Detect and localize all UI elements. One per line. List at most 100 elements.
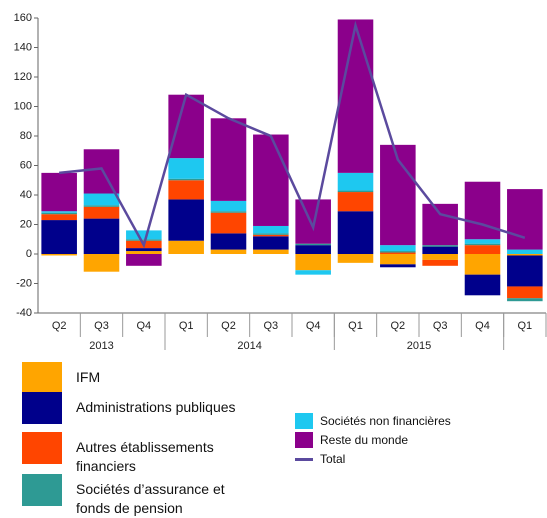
x-tick-label: Q1 — [179, 320, 194, 332]
bar-segment — [41, 214, 77, 221]
bar-segment — [41, 220, 77, 254]
bar-segment — [380, 254, 416, 265]
bar-segment — [295, 245, 331, 254]
bar-segment — [41, 211, 77, 213]
bar-segment — [507, 254, 543, 256]
bar-segment — [380, 245, 416, 252]
bar-segment — [295, 243, 331, 246]
legend-label: Total — [320, 452, 346, 466]
bar-segment — [337, 19, 374, 173]
legend-label: Administrations publiques — [76, 399, 236, 415]
bar-segment — [507, 255, 543, 287]
x-group-label: 2013 — [89, 340, 113, 350]
bar-segment — [83, 218, 120, 254]
bar-segment — [168, 180, 204, 200]
bar-segment — [337, 254, 374, 263]
bar-segment — [168, 240, 204, 254]
y-tick-label: 100 — [14, 100, 32, 112]
legend-swatch — [22, 474, 62, 506]
bar-segment — [507, 286, 543, 299]
bar-segment — [210, 118, 247, 201]
bar-segment — [422, 254, 458, 260]
legend-swatch — [22, 362, 62, 394]
y-tick-label: 40 — [20, 189, 32, 201]
bar-segment — [337, 192, 374, 212]
bar-segment — [253, 225, 289, 234]
x-tick-label: Q1 — [348, 320, 363, 332]
bar-segment — [210, 249, 247, 254]
legend-label: IFM — [76, 369, 101, 385]
bar-segment — [507, 298, 543, 302]
y-tick-label: 20 — [20, 218, 32, 230]
legend-line — [295, 458, 313, 461]
bar-segment — [126, 254, 162, 266]
bar-segment — [83, 193, 120, 206]
x-tick-label: Q2 — [52, 320, 67, 332]
bar-segment — [210, 212, 247, 234]
bar-segment — [126, 239, 162, 241]
bar-segment — [168, 178, 204, 181]
bar-segment — [422, 245, 458, 247]
x-tick-label: Q4 — [475, 320, 490, 332]
x-tick-label: Q2 — [221, 320, 236, 332]
bar-segment — [41, 212, 77, 215]
x-tick-label: Q1 — [517, 320, 532, 332]
bar-segment — [464, 181, 501, 240]
y-tick-label: 60 — [20, 159, 32, 171]
bar-segment — [337, 211, 374, 254]
legend-swatch — [22, 432, 62, 464]
x-tick-label: Q3 — [433, 320, 448, 332]
bar-segment — [41, 172, 77, 212]
bar-segment — [210, 233, 247, 250]
bar-segment — [126, 230, 162, 240]
chart: -40 -20 0 20 40 60 80 100 120 140 160 Q2 Q3 Q4 Q1 Q2 Q3 Q… — [14, 12, 547, 350]
x-tick-label: Q4 — [306, 320, 321, 332]
bar-segment — [422, 259, 458, 266]
x-tick-label: Q3 — [263, 320, 278, 332]
legend-label: Sociétés d’assurance et fonds de pension — [76, 481, 225, 516]
bar-segment — [464, 274, 501, 296]
bar-segment — [83, 206, 120, 219]
legend-label: Autres établissements financiers — [76, 439, 214, 474]
bar-segment — [126, 251, 162, 254]
bar-segment — [41, 254, 77, 256]
bar-segment — [253, 249, 289, 254]
y-tick-label: 0 — [26, 248, 32, 260]
bar-segment — [380, 251, 416, 253]
bar-segment — [168, 158, 204, 179]
legend-label: Sociétés non financières — [320, 414, 451, 428]
y-tick-label: -20 — [16, 277, 32, 289]
x-tick-label: Q2 — [390, 320, 405, 332]
bar-segment — [295, 254, 331, 271]
bar-segment — [83, 254, 120, 272]
bar-segment — [380, 264, 416, 268]
bar-segment — [380, 252, 416, 254]
bar-segment — [464, 245, 501, 254]
bar-segment — [83, 205, 120, 207]
bar-segment — [464, 239, 501, 244]
legend-swatch — [295, 413, 313, 429]
bar-segment — [464, 243, 501, 246]
bar-segment — [337, 190, 374, 193]
y-tick-label: -40 — [16, 307, 32, 319]
bar-segment — [210, 211, 247, 213]
bar-segment — [253, 236, 289, 250]
bar-segment — [295, 270, 331, 275]
bar-segment — [422, 203, 458, 246]
x-group-label: 2015 — [407, 340, 431, 350]
y-tick-label: 80 — [20, 130, 32, 142]
bar-segment — [253, 134, 289, 226]
x-tick-label: Q3 — [94, 320, 109, 332]
x-group-label: 2014 — [237, 340, 261, 350]
bar-segment — [253, 233, 289, 235]
bar-segment — [507, 189, 543, 250]
y-tick-label: 140 — [14, 41, 32, 53]
bar-segment — [126, 248, 162, 252]
legend-swatch — [295, 432, 313, 448]
bar-segment — [168, 94, 204, 159]
bar-segment — [337, 172, 374, 191]
bar-segment — [168, 199, 204, 241]
y-tick-label: 120 — [14, 71, 32, 83]
legend-swatch — [22, 392, 62, 424]
